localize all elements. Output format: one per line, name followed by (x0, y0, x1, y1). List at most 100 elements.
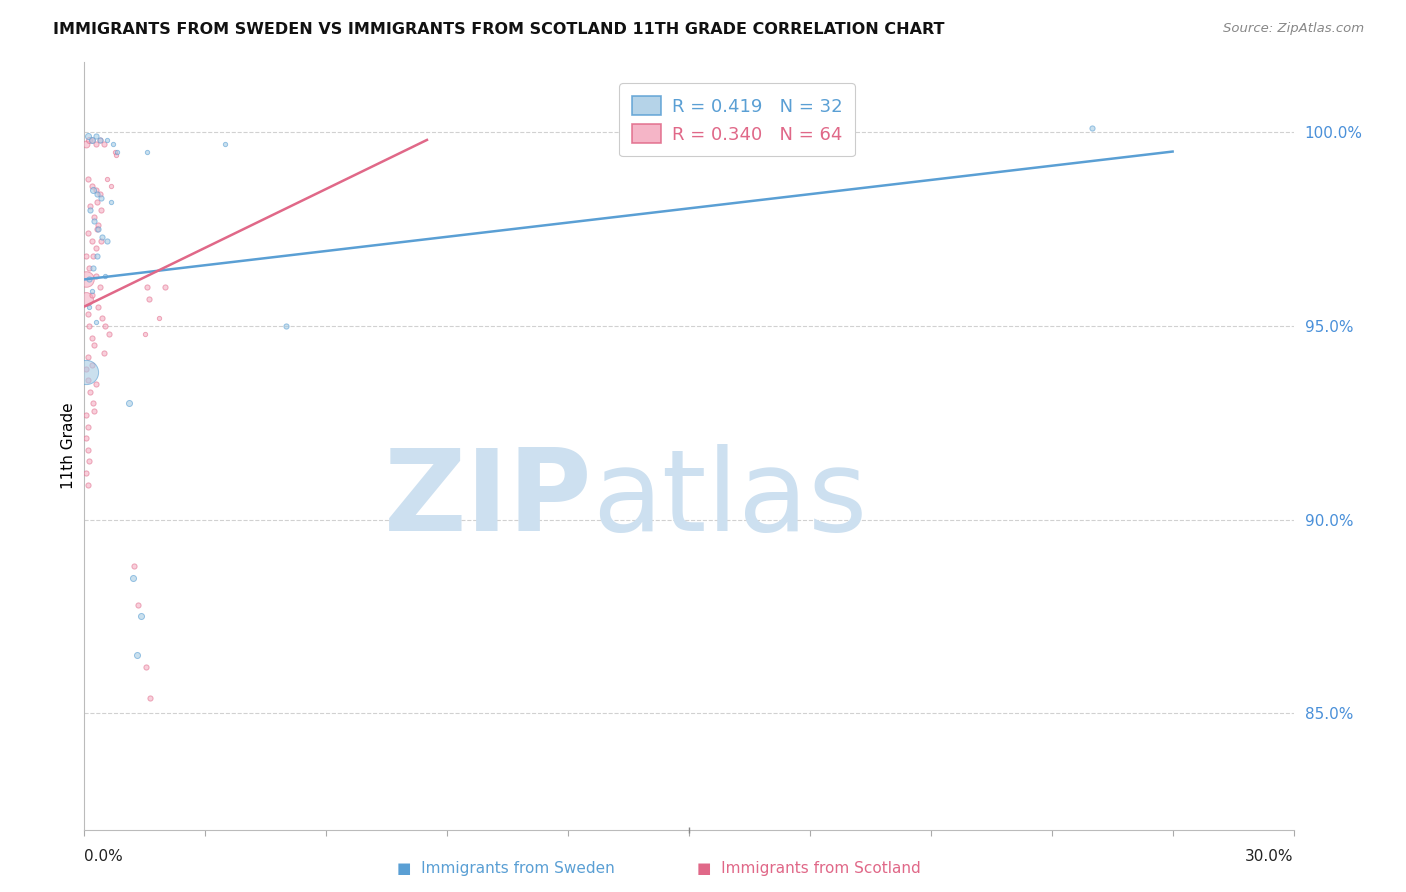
Point (121, 571, 143, 585)
Point (75, 249, 97, 263)
Point (84, 268, 107, 283)
Point (75, 466, 97, 480)
Point (84, 315, 107, 329)
Point (98, 326, 121, 341)
Point (101, 136, 124, 151)
Point (214, 136, 236, 151)
Point (153, 280, 176, 294)
Point (104, 148, 127, 162)
Point (90, 191, 112, 205)
Point (86, 300, 108, 314)
Point (93, 268, 115, 283)
Point (77, 129, 100, 144)
Point (77, 454, 100, 468)
Point (82, 249, 104, 263)
Point (129, 609, 152, 624)
Point (83, 338, 105, 352)
Point (83, 211, 105, 225)
Point (77, 272, 100, 286)
Point (91, 229, 114, 244)
Point (135, 280, 157, 294)
Point (86, 194, 108, 209)
Point (96, 171, 118, 186)
Point (135, 660, 157, 674)
Point (274, 318, 297, 333)
Point (96, 133, 118, 147)
Point (75, 272, 97, 286)
Text: Source: ZipAtlas.com: Source: ZipAtlas.com (1223, 22, 1364, 36)
Point (77, 419, 100, 434)
Point (84, 241, 107, 255)
Point (89, 280, 111, 294)
Point (75, 408, 97, 422)
Point (75, 136, 97, 151)
Point (79, 199, 101, 213)
Point (122, 559, 145, 574)
Point (86, 129, 108, 144)
Point (127, 598, 149, 612)
Point (80, 234, 103, 248)
Point (76, 442, 98, 457)
Point (84, 183, 107, 197)
Point (80, 288, 103, 302)
Point (82, 133, 104, 147)
Point (82, 260, 104, 275)
Point (138, 292, 160, 306)
Point (80, 330, 103, 344)
Text: ■  Immigrants from Sweden: ■ Immigrants from Sweden (398, 861, 614, 876)
Point (75, 431, 97, 445)
Point (93, 346, 115, 360)
Point (138, 690, 160, 705)
Point (79, 384, 101, 399)
Point (89, 133, 111, 147)
Point (105, 145, 128, 159)
Point (84, 136, 107, 151)
Point (86, 187, 108, 202)
Point (86, 222, 108, 236)
Point (90, 234, 112, 248)
Text: atlas: atlas (592, 444, 868, 555)
Point (75, 292, 97, 306)
Text: 30.0%: 30.0% (1246, 849, 1294, 864)
Point (89, 187, 111, 202)
Point (86, 377, 108, 392)
Point (90, 202, 112, 217)
Point (76, 226, 98, 240)
Point (1081, 121, 1104, 136)
Point (100, 194, 122, 209)
Point (80, 179, 103, 194)
Legend: R = 0.419   N = 32, R = 0.340   N = 64: R = 0.419 N = 32, R = 0.340 N = 64 (620, 83, 855, 156)
Point (77, 300, 100, 314)
Point (82, 183, 104, 197)
Point (118, 396, 141, 410)
Point (82, 133, 104, 147)
Point (75, 365, 97, 379)
Text: IMMIGRANTS FROM SWEDEN VS IMMIGRANTS FROM SCOTLAND 11TH GRADE CORRELATION CHART: IMMIGRANTS FROM SWEDEN VS IMMIGRANTS FRO… (53, 22, 945, 37)
Point (87, 218, 110, 232)
Point (77, 133, 100, 147)
Y-axis label: 11th Grade: 11th Grade (60, 402, 76, 490)
Point (89, 133, 111, 147)
Text: ■  Immigrants from Scotland: ■ Immigrants from Scotland (696, 861, 921, 876)
Point (125, 648, 148, 663)
Point (104, 145, 127, 159)
Point (77, 260, 100, 275)
Point (90, 311, 112, 326)
Point (94, 318, 117, 333)
Point (83, 214, 105, 228)
Point (75, 361, 97, 376)
Point (100, 179, 122, 194)
Point (79, 202, 101, 217)
Point (76, 477, 98, 491)
Point (86, 249, 108, 263)
Point (93, 136, 115, 151)
Point (83, 404, 105, 418)
Point (87, 222, 110, 236)
Point (148, 311, 170, 326)
Point (77, 171, 100, 186)
Point (135, 145, 157, 159)
Point (76, 373, 98, 387)
Point (76, 307, 98, 321)
Point (77, 318, 100, 333)
Text: ZIP: ZIP (384, 444, 592, 555)
